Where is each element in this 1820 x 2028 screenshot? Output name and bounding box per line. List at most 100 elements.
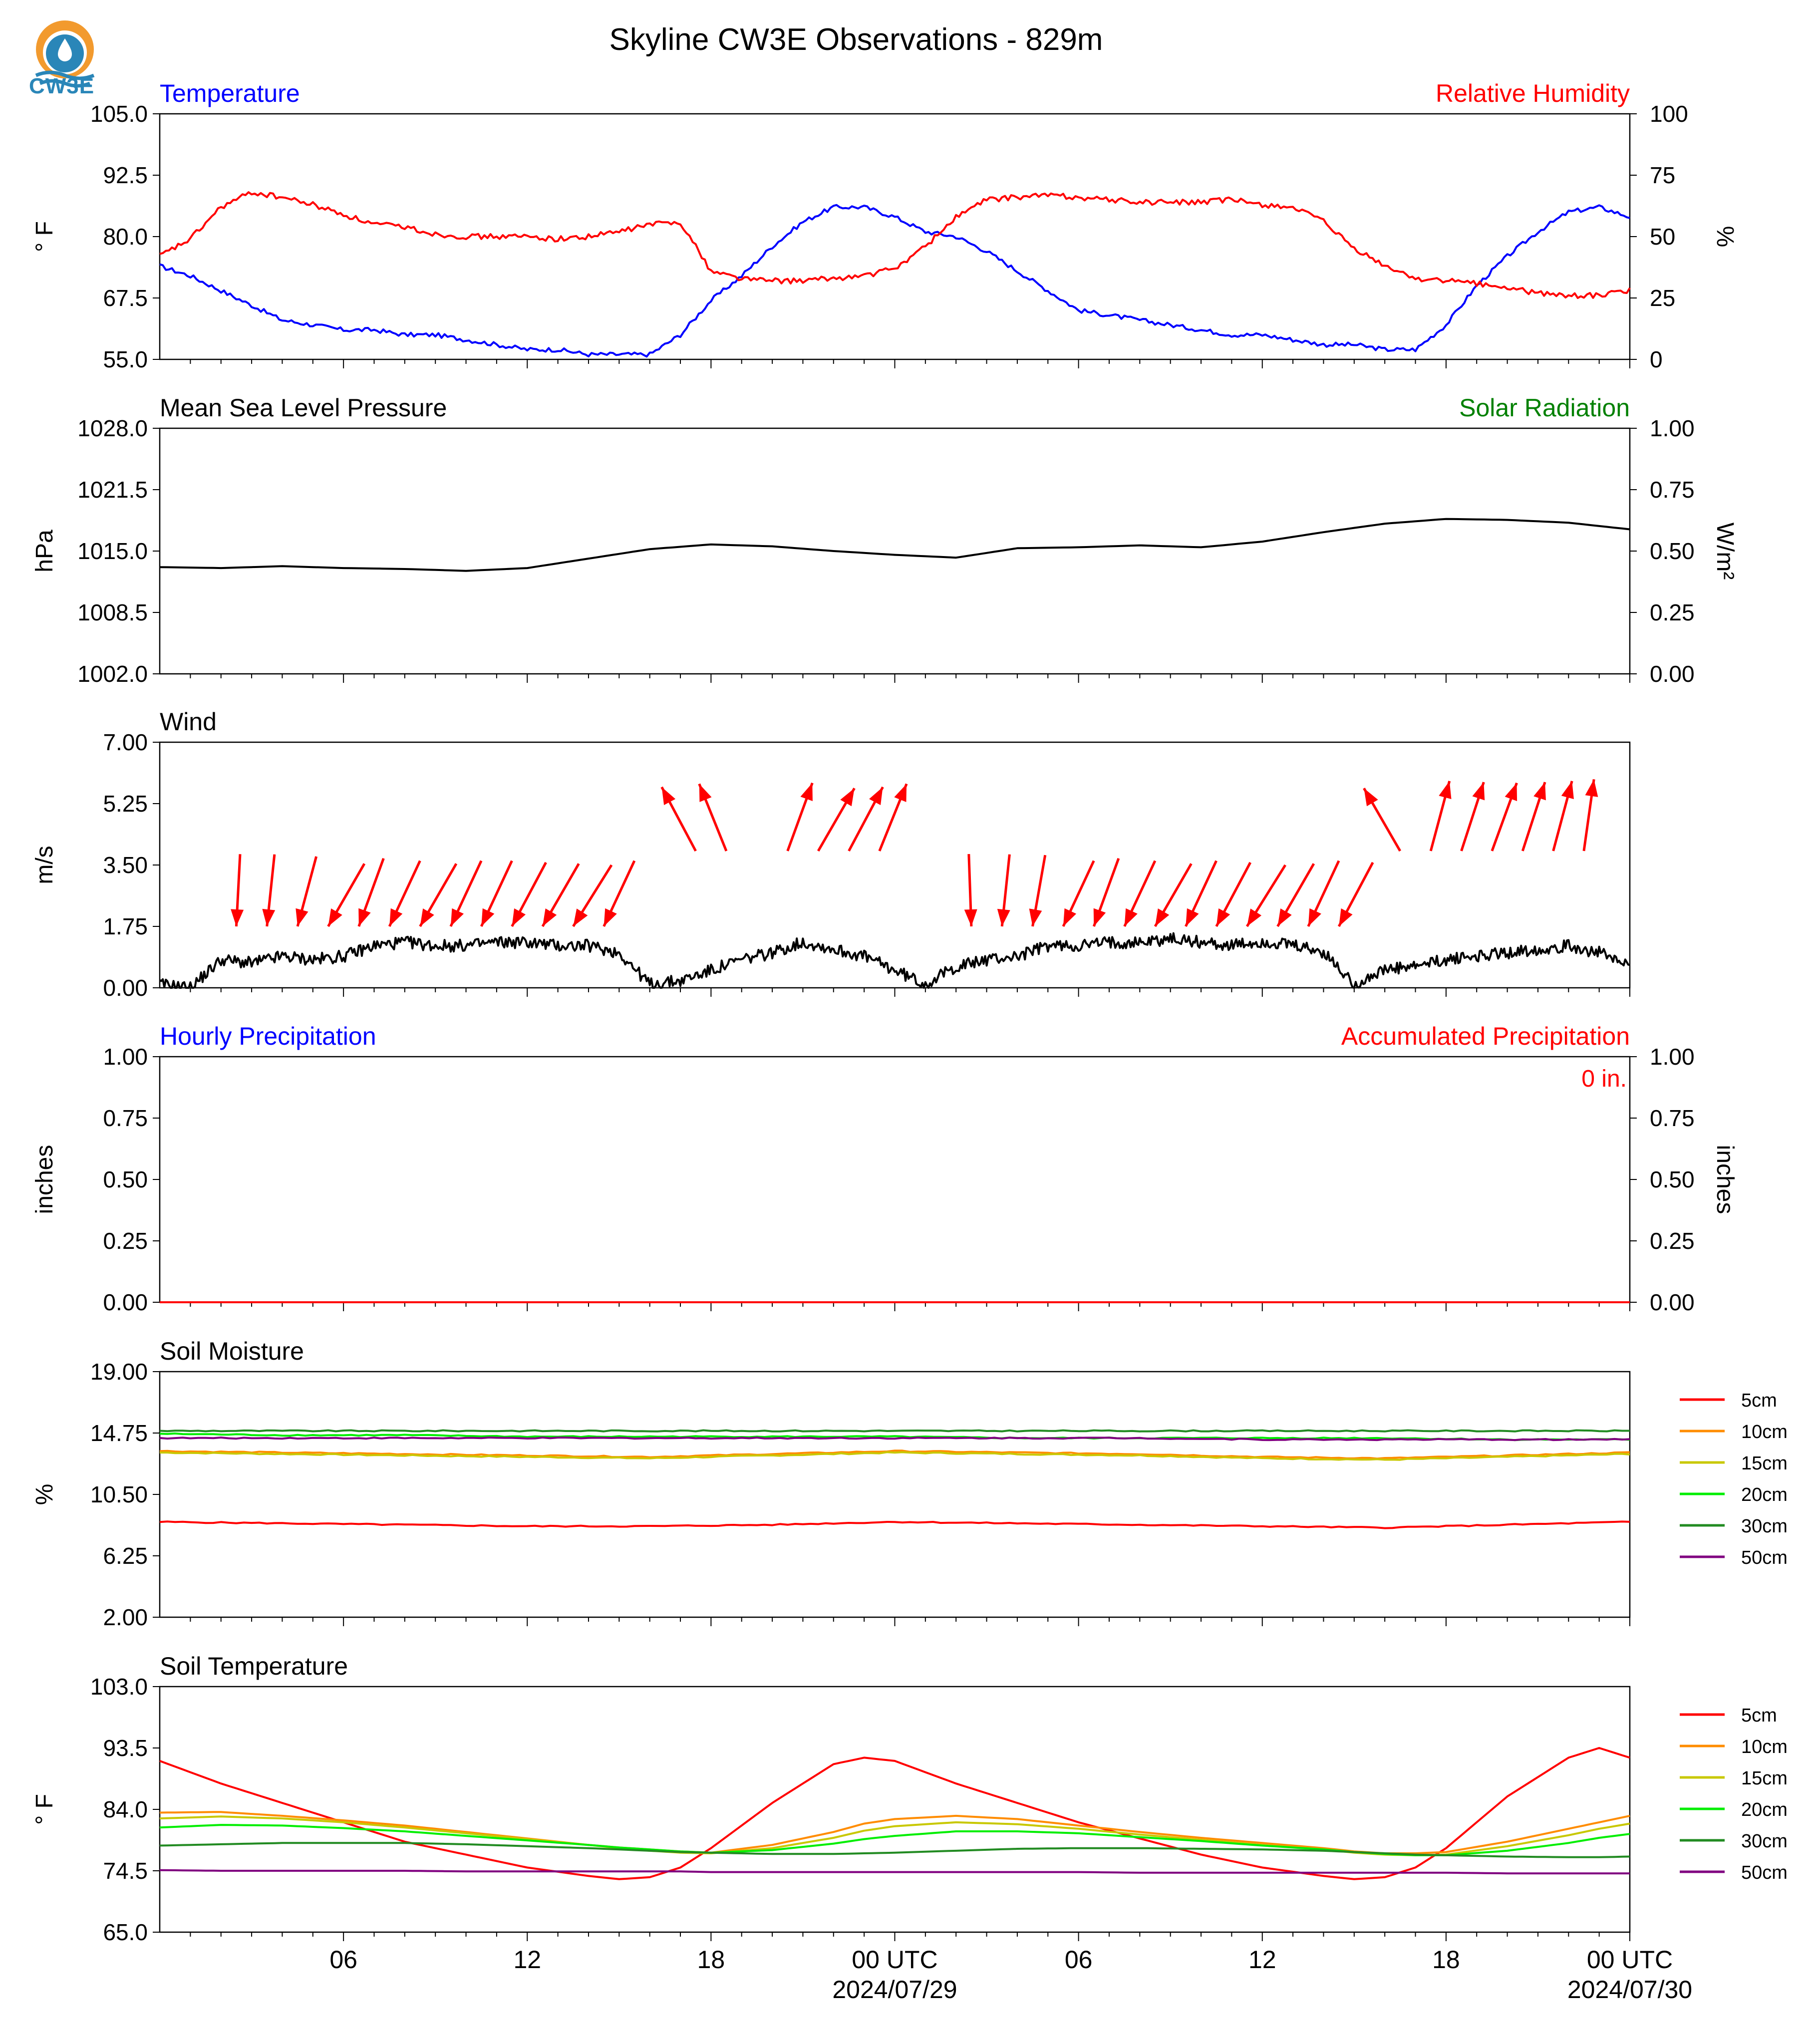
y-tick-label-left: 1.00 <box>103 1044 148 1070</box>
y-tick-label-left: 14.75 <box>90 1420 148 1446</box>
wind-arrowhead <box>296 908 308 926</box>
y-tick-label-left: 0.75 <box>103 1105 148 1131</box>
x-tick-label: 12 <box>513 1946 541 1974</box>
legend-label: 5cm <box>1741 1705 1777 1726</box>
wind-arrowhead <box>573 908 588 926</box>
panel-title-right: Solar Radiation <box>1459 394 1630 422</box>
wind-arrowhead <box>1186 908 1199 926</box>
panel-frame <box>159 113 1631 360</box>
wind-arrowhead <box>964 909 977 926</box>
panel-title-left: Wind <box>160 708 217 736</box>
wind-arrowhead <box>231 909 244 926</box>
accumulated-precip-value: 0 in. <box>1581 1066 1627 1092</box>
series-line <box>159 204 1630 358</box>
series-line <box>159 1437 1630 1442</box>
legend-label: 50cm <box>1741 1547 1788 1568</box>
y-tick-label-left: 55.0 <box>103 346 148 372</box>
legend-label: 10cm <box>1741 1422 1788 1443</box>
wind-arrowhead <box>1439 781 1452 800</box>
wind-arrowhead <box>1247 908 1262 926</box>
x-date-label: 2024/07/30 <box>1567 1976 1692 2004</box>
wind-arrowhead <box>1364 788 1378 807</box>
wind-arrowhead <box>1155 908 1170 926</box>
wind-arrowhead <box>604 908 617 926</box>
wind-arrowhead <box>1029 908 1042 926</box>
wind-arrowhead <box>1308 908 1321 926</box>
y-tick-label-right: 0.75 <box>1650 1105 1695 1131</box>
wind-arrowhead <box>1505 783 1517 802</box>
wind-arrowhead <box>869 787 883 805</box>
y-tick-label-left: 1015.0 <box>77 538 148 564</box>
y-tick-label-left: 105.0 <box>90 101 148 127</box>
wind-arrowhead <box>1124 908 1138 926</box>
wind-arrowhead <box>512 908 526 926</box>
wind-arrowhead <box>1063 908 1077 926</box>
wind-arrowhead <box>420 908 434 926</box>
y-tick-label-left: 103.0 <box>90 1674 148 1700</box>
wind-arrowhead <box>389 908 403 926</box>
legend-label: 15cm <box>1741 1768 1788 1789</box>
legend-label: 5cm <box>1741 1390 1777 1411</box>
y-axis-label-right: W/m² <box>1712 523 1738 580</box>
logo-text: CW3E <box>29 74 95 98</box>
wind-arrowhead <box>1216 908 1230 926</box>
series-line <box>160 1451 1630 1461</box>
y-tick-label-right: 0.75 <box>1650 477 1695 503</box>
wind-arrowhead <box>481 908 495 926</box>
x-tick-label: 00 UTC <box>852 1946 937 1974</box>
wind-arrowhead <box>542 908 557 926</box>
y-tick-label-left: 93.5 <box>103 1735 148 1761</box>
y-axis-label-right: % <box>1712 226 1738 248</box>
y-tick-label-right: 0.50 <box>1650 1166 1695 1192</box>
y-axis-label-right: inches <box>1712 1145 1738 1214</box>
y-tick-label-left: 65.0 <box>103 1919 148 1945</box>
cw3e-logo <box>25 17 105 107</box>
series-line <box>159 1869 1630 1875</box>
y-tick-label-left: 67.5 <box>103 285 148 311</box>
x-tick-label: 18 <box>1432 1946 1460 1974</box>
wind-arrowhead <box>661 787 676 805</box>
series-line <box>159 1842 1630 1858</box>
y-tick-label-right: 25 <box>1650 285 1675 311</box>
y-tick-label-left: 80.0 <box>103 224 148 250</box>
y-tick-label-left: 19.00 <box>90 1359 148 1385</box>
legend-label: 30cm <box>1741 1831 1788 1852</box>
wind-arrowhead <box>699 784 712 802</box>
y-tick-label-left: 10.50 <box>90 1481 148 1507</box>
y-tick-label-left: 1021.5 <box>77 477 148 503</box>
y-axis-label-left: hPa <box>31 530 58 573</box>
wind-arrowhead <box>840 788 855 807</box>
y-tick-label-left: 74.5 <box>103 1858 148 1884</box>
y-axis-label-left: % <box>31 1484 58 1505</box>
y-tick-label-right: 1.00 <box>1650 1044 1695 1070</box>
y-tick-label-left: 0.00 <box>103 975 148 1001</box>
x-tick-label: 00 UTC <box>1587 1946 1673 1974</box>
wind-arrowhead <box>328 908 342 926</box>
y-tick-label-left: 1008.5 <box>77 599 148 625</box>
wind-arrowhead <box>800 783 813 802</box>
series-line <box>159 1811 1630 1854</box>
y-tick-label-left: 5.25 <box>103 791 148 817</box>
panel-title-left: Hourly Precipitation <box>160 1022 376 1050</box>
panel-title-right: Accumulated Precipitation <box>1341 1022 1630 1050</box>
y-tick-label-left: 0.00 <box>103 1289 148 1315</box>
wind-arrowhead <box>1093 908 1106 926</box>
wind-arrowhead <box>1339 908 1353 926</box>
y-tick-label-left: 2.00 <box>103 1604 148 1630</box>
legend-label: 30cm <box>1741 1516 1788 1537</box>
wind-arrowhead <box>1533 782 1546 801</box>
y-tick-label-right: 50 <box>1650 224 1675 250</box>
y-axis-label-left: ° F <box>31 1794 58 1825</box>
series-line <box>159 1449 1630 1460</box>
y-tick-label-right: 100 <box>1650 101 1688 127</box>
series-line <box>159 1520 1630 1529</box>
legend-label: 15cm <box>1741 1453 1788 1474</box>
panel-frame <box>159 1371 1631 1618</box>
x-date-label: 2024/07/29 <box>832 1976 957 2004</box>
y-tick-label-right: 0.25 <box>1650 1228 1695 1254</box>
y-tick-label-left: 92.5 <box>103 162 148 188</box>
wind-arrowhead <box>1277 908 1292 926</box>
series-line <box>159 191 1631 299</box>
wind-arrowhead <box>358 908 371 926</box>
y-tick-label-left: 84.0 <box>103 1796 148 1822</box>
